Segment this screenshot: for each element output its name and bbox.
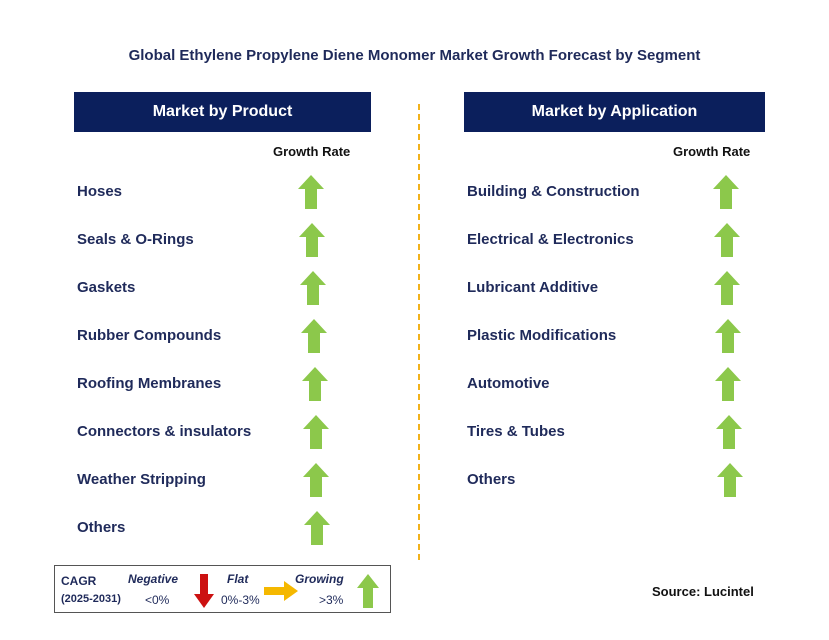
application-item-label: Others [467,471,516,488]
application-growth-arrow-icon [713,175,739,209]
product-item-label: Hoses [77,183,123,200]
application-growth-arrow-icon [714,271,741,305]
application-panel-header: Market by Application [464,92,765,132]
application-item-label: Plastic Modifications [467,327,617,344]
application-item-label: Tires & Tubes [467,423,565,440]
product-growth-arrow-icon [299,271,326,305]
product-item-label: Connectors & insulators [77,423,252,440]
product-item-label: Weather Stripping [77,471,206,488]
legend-flat-label: Flat [227,572,249,586]
application-item-label: Electrical & Electronics [467,231,634,248]
product-growth-arrow-icon [302,415,329,449]
legend-growing-range: >3% [319,593,344,607]
product-growth-arrow-icon [300,319,327,353]
cagr-legend: CAGR (2025-2031) Negative <0% Flat 0%-3%… [54,565,391,613]
flat-arrow-icon [264,581,298,601]
legend-period: (2025-2031) [61,593,121,605]
product-panel-header: Market by Product [74,92,371,132]
source-label: Source: Lucintel [652,584,754,599]
product-item-label: Rubber Compounds [77,327,222,344]
chart-title: Global Ethylene Propylene Diene Monomer … [128,47,701,64]
legend-negative-range: <0% [145,593,170,607]
product-growth-arrow-icon [303,463,330,497]
product-item-label: Gaskets [77,279,136,296]
product-panel-header-text: Market by Product [152,103,293,120]
growing-arrow-icon [357,574,379,608]
legend-flat-range: 0%-3% [221,593,260,607]
application-item-label: Automotive [467,375,550,392]
product-growth-arrow-icon [298,223,325,257]
legend-negative-label: Negative [128,572,179,586]
application-panel-header-text: Market by Application [531,103,698,120]
panel-divider [418,104,420,560]
legend-growing-label: Growing [295,572,344,586]
product-growth-arrow-icon [304,511,331,545]
product-item-label: Seals & O-Rings [77,231,194,248]
application-growth-arrow-icon [716,415,742,449]
application-growth-arrow-icon [716,463,743,497]
product-growth-rate-label: Growth Rate [273,144,351,159]
application-growth-arrow-icon [713,223,740,257]
product-item-label: Roofing Membranes [77,375,222,392]
product-growth-arrow-icon [298,175,324,209]
negative-arrow-icon [194,574,214,608]
application-growth-rate-label: Growth Rate [673,144,751,159]
application-item-label: Building & Construction [467,183,640,200]
application-growth-arrow-icon [715,367,742,401]
product-growth-arrow-icon [301,367,328,401]
application-growth-arrow-icon [714,319,741,353]
legend-cagr-label: CAGR [61,574,97,588]
product-item-label: Others [77,519,126,536]
application-item-label: Lubricant Additive [467,279,599,296]
